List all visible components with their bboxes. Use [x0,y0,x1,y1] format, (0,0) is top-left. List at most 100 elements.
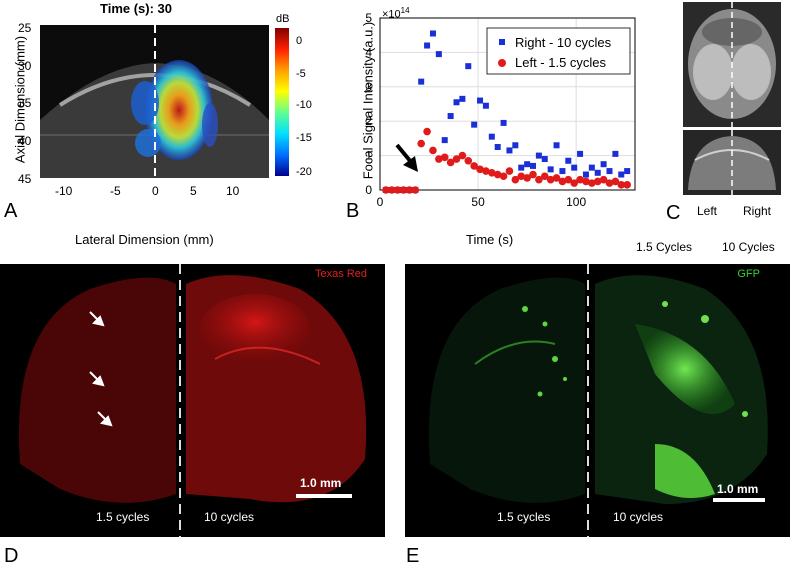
data-point-right [506,147,513,154]
texas-red-right-label: 10 cycles [204,510,255,524]
data-point-left [476,165,484,174]
data-point-left [517,172,526,181]
data-point-left [429,146,437,155]
data-point-right [465,63,472,70]
data-point-right [471,121,478,128]
x-tick-label: 100 [566,195,586,209]
cycles-label-right: 10 Cycles [722,240,775,254]
data-point-left [558,177,567,186]
data-point-left [582,177,590,186]
exponent-power: 14 [400,6,410,15]
gfp-right-label: 10 cycles [613,510,664,524]
gfp-label: GFP [737,268,760,280]
data-point-right [582,171,589,178]
texas-red-left-label: 1.5 cycles [96,510,150,524]
colorbar-tick: 0 [296,35,303,47]
data-point-right [512,142,519,149]
legend-label-left: Left - 1.5 cycles [515,55,607,70]
panel-d-letter: D [4,545,19,567]
data-point-left [599,175,608,184]
data-point-left [440,153,449,162]
panel-a-image [40,25,269,178]
colorbar-unit: dB [276,13,290,25]
y-tick: 45 [18,172,32,186]
data-point-right [488,133,495,140]
data-point-right [565,157,572,164]
colorbar-tick: -15 [296,132,312,144]
panel-c-letter: C [666,202,681,224]
data-point-right [618,171,625,178]
data-point-right [594,169,601,176]
data-point-left [482,167,490,175]
gfp-scale-bar [713,498,765,502]
data-point-left [611,177,620,186]
data-point-left [488,169,496,177]
cycles-label-left: 1.5 Cycles [636,240,693,254]
mri-coronal-image [683,2,781,127]
data-point-left [529,170,537,179]
data-point-right [612,150,619,157]
x-tick: -10 [55,184,73,198]
data-point-left [452,155,461,163]
gfp-scale-text: 1.0 mm [717,482,759,496]
data-point-left [464,156,473,165]
data-point-left [623,181,631,189]
arrow-icon [89,311,113,427]
data-point-right [535,152,542,159]
data-point-right [494,144,501,150]
y-tick: 40 [18,134,32,148]
data-point-right [588,164,595,171]
colorbar-tick: -10 [296,99,312,111]
y-tick-label: 1 [365,149,372,163]
data-point-left [393,186,402,194]
y-tick-label: 5 [365,11,372,25]
x-tick: -5 [110,184,121,198]
data-point-right [553,142,560,149]
mri-right-label: Right [743,204,772,218]
data-point-left [564,175,573,184]
legend-marker-right [499,39,505,45]
data-point-left [552,174,561,182]
data-point-right [459,95,466,102]
legend: Right - 10 cycles Left - 1.5 cycles [486,27,631,75]
y-tick-label: 0 [365,183,372,197]
x-tick-label: 50 [471,195,485,209]
data-point-right [577,150,584,157]
data-point-right [447,113,454,120]
texas-red-scale-text: 1.0 mm [300,476,342,490]
x-tick: 0 [152,184,159,198]
panel-a-xlabel: Lateral Dimension (mm) [75,232,214,247]
data-point-left [446,158,455,167]
panel-e-letter: E [406,545,420,567]
data-point-left [399,186,408,194]
data-point-left [435,155,443,163]
colorbar-tick: -5 [296,68,306,80]
texas-red-label: Texas Red [315,268,367,280]
texas-red-scale-bar [296,494,352,498]
data-point-right [571,164,578,171]
x-tick-label: 0 [377,195,384,209]
data-point-right [518,164,525,171]
legend-label-right: Right - 10 cycles [515,35,612,50]
focal-intensity-chart: 0 1 2 3 4 5 0 50 100 Right - 10 cycles Left - 1… [365,11,636,209]
data-point-right [424,42,431,49]
data-point-right [600,161,607,168]
panel-a-title: Time (s): 30 [100,1,173,16]
data-point-left [417,139,425,148]
data-point-left [576,175,584,184]
chart-xlabel: Time (s) [466,232,514,247]
colorbar-tick: -20 [296,166,312,178]
panel-b-letter: B [346,200,360,222]
x-tick: 10 [226,184,240,198]
data-point-right [500,119,507,126]
colorbar [275,28,289,176]
data-point-left [458,151,467,160]
data-point-right [418,78,425,85]
data-point-right [524,161,531,168]
data-point-right [606,168,613,175]
data-point-left [411,186,420,194]
data-point-left [570,179,578,187]
data-point-left [523,174,531,182]
data-point-left [382,186,390,194]
data-point-right [435,51,442,58]
